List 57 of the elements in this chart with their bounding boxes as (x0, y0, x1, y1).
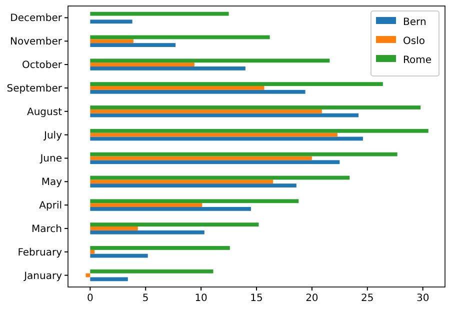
bar (90, 106, 421, 110)
bar (90, 20, 132, 24)
bar (90, 39, 134, 44)
bar (90, 62, 194, 66)
y-tick-label: September (6, 83, 63, 94)
bar (90, 250, 95, 254)
bar (90, 230, 204, 234)
bar (90, 12, 229, 16)
legend-label: Rome (403, 55, 432, 66)
x-tick-label: 5 (142, 293, 149, 304)
x-tick-label: 30 (416, 293, 430, 304)
x-tick-label: 10 (194, 293, 208, 304)
bar (90, 180, 274, 184)
bar (90, 156, 312, 160)
bar (90, 152, 398, 156)
bar (90, 176, 350, 180)
bar (90, 58, 330, 63)
y-tick-label: June (39, 154, 62, 165)
bar (90, 82, 383, 86)
bar (90, 66, 246, 70)
bar (90, 269, 214, 274)
bar (90, 43, 176, 47)
y-tick-label: March (32, 224, 62, 235)
bar (90, 35, 270, 40)
y-tick-label: February (18, 247, 62, 258)
x-tick-label: 20 (306, 293, 318, 304)
bar (90, 113, 359, 118)
legend-label: Bern (403, 17, 426, 28)
y-tick-label: November (10, 36, 63, 48)
bar (90, 254, 148, 258)
bar (90, 246, 230, 250)
y-tick-label: January (23, 270, 62, 282)
bar (90, 222, 259, 227)
bar (90, 199, 299, 204)
bar (90, 90, 306, 94)
bar (90, 128, 428, 133)
bar (90, 206, 251, 211)
legend-label: Oslo (403, 36, 425, 47)
y-tick-label: July (43, 130, 62, 142)
bar (90, 160, 340, 164)
bar (90, 184, 296, 188)
bar (90, 226, 138, 230)
x-tick-label: 0 (86, 293, 94, 304)
bar (90, 203, 202, 207)
bar (90, 277, 128, 282)
bar (90, 136, 363, 141)
y-tick-label: August (27, 106, 62, 118)
y-tick-label: May (41, 177, 62, 188)
bar (90, 109, 322, 114)
y-tick-label: December (10, 13, 63, 24)
x-tick-label: 15 (250, 293, 263, 304)
y-tick-label: October (22, 60, 63, 72)
bar (86, 273, 90, 278)
x-tick-label: 25 (361, 293, 374, 304)
bar (90, 86, 264, 90)
bar (90, 132, 338, 137)
y-tick-label: April (39, 200, 62, 212)
